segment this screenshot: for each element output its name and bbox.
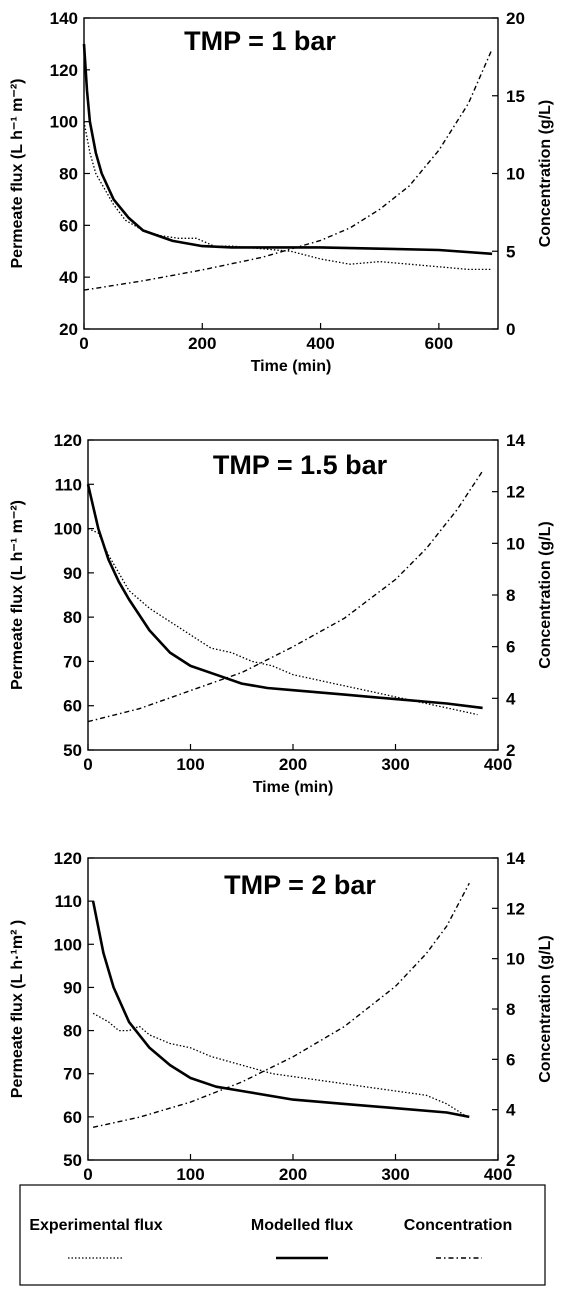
series-line-modelled-flux: [82, 43, 493, 256]
y2-tick-label: 8: [506, 1000, 515, 1019]
x-tick-label: 400: [484, 1165, 512, 1184]
series-line-concentration: [83, 48, 493, 291]
y2-tick-label: 14: [506, 849, 525, 868]
y-tick-label: 70: [63, 1065, 82, 1084]
x-tick-label: 600: [425, 334, 453, 353]
series-line-modelled-flux: [86, 484, 483, 710]
y-tick-label: 100: [50, 113, 78, 132]
x-tick-label: 300: [381, 755, 409, 774]
y2-tick-label: 10: [506, 534, 525, 553]
x-axis-label: Time (min): [251, 358, 332, 375]
legend-label-experimental: Experimental flux: [29, 1217, 162, 1234]
y2-axis-label: Concentration (g/L): [537, 935, 554, 1083]
series-line-experimental-flux: [92, 1012, 468, 1118]
y2-tick-label: 10: [506, 950, 525, 969]
x-tick-label: 400: [306, 334, 334, 353]
series-line-concentration: [92, 882, 470, 1128]
chart-panel-2: 0 100 200 300 400 50 60 70 80 90 100 110 120 2 4 6 8 10 12…: [9, 431, 554, 796]
y-tick-label: 90: [63, 978, 82, 997]
x-tick-label: 400: [484, 755, 512, 774]
series-line-concentration: [87, 470, 484, 723]
y-tick-label: 80: [63, 1022, 82, 1041]
y2-tick-label: 5: [506, 242, 515, 261]
y-tick-label: 80: [59, 165, 78, 184]
x-tick-label: 100: [176, 1165, 204, 1184]
y-tick-label: 20: [59, 320, 78, 339]
y2-tick-label: 12: [506, 899, 525, 918]
y-tick-label: 110: [55, 892, 82, 911]
y-tick-label: 50: [63, 1151, 82, 1170]
y-tick-label: 80: [63, 608, 82, 627]
chart-title: TMP = 2 bar: [224, 870, 376, 900]
x-tick-label: 200: [188, 334, 216, 353]
y2-tick-label: 8: [506, 586, 515, 605]
y-axis-label: Permeate flux (L h·¹m² ): [9, 920, 26, 1098]
y2-tick-label: 15: [506, 87, 525, 106]
y2-tick-label: 14: [506, 431, 525, 450]
chart-panel-3: 0 100 200 300 400 50 60 70 80 90 100 110 120 2 4 6 8 10 12…: [9, 849, 554, 1206]
y-tick-label: 120: [54, 431, 82, 450]
x-tick-label: 100: [176, 755, 204, 774]
chart-panel-1: 0 200 400 600 20 40 60 80 100 120 140 0 5 10 15 20 TMP =…: [9, 9, 554, 375]
y-tick-label: 60: [59, 216, 78, 235]
y2-tick-label: 2: [506, 741, 515, 760]
y2-tick-label: 6: [506, 638, 515, 657]
series-line-experimental-flux: [83, 121, 493, 271]
plot-frame: [87, 857, 499, 1161]
plot-frame: [83, 17, 499, 330]
series-line-experimental-flux: [87, 528, 478, 716]
y2-tick-label: 6: [506, 1050, 515, 1069]
y-tick-label: 100: [54, 935, 82, 954]
y-tick-label: 60: [63, 1108, 82, 1127]
y2-tick-label: 4: [506, 1101, 516, 1120]
x-tick-label: 0: [83, 755, 92, 774]
y-axis-label: Permeate flux (L h⁻¹ m⁻²): [9, 500, 26, 690]
y-tick-label: 120: [50, 61, 78, 80]
y-tick-label: 70: [63, 652, 82, 671]
y2-axis-label: Concentration (g/L): [537, 521, 554, 669]
chart-title: TMP = 1.5 bar: [213, 450, 388, 480]
x-tick-label: 300: [381, 1165, 409, 1184]
x-tick-label: 200: [279, 1165, 307, 1184]
x-tick-label: 200: [279, 755, 307, 774]
y-tick-label: 40: [59, 268, 78, 287]
y-tick-label: 90: [63, 564, 82, 583]
y-tick-label: 110: [55, 475, 82, 494]
y2-tick-label: 12: [506, 483, 525, 502]
y2-tick-label: 2: [506, 1151, 515, 1170]
chart-title: TMP = 1 bar: [184, 26, 336, 56]
series-line-modelled-flux: [91, 900, 470, 1119]
y-axis-label: Permeate flux (L h⁻¹ m⁻²): [9, 79, 26, 269]
y-tick-label: 120: [54, 849, 82, 868]
y-tick-label: 140: [50, 9, 78, 28]
legend-label-concentration: Concentration: [404, 1217, 512, 1234]
y-tick-label: 50: [63, 741, 82, 760]
y2-tick-label: 10: [506, 165, 525, 184]
legend-box: Experimental flux Modelled flux Concentr…: [19, 1184, 546, 1286]
x-tick-label: 0: [79, 334, 88, 353]
x-tick-label: 0: [83, 1165, 92, 1184]
y2-tick-label: 20: [506, 9, 525, 28]
legend-frame: [19, 1184, 546, 1286]
y2-tick-label: 4: [506, 689, 516, 708]
y-tick-label: 60: [63, 697, 82, 716]
legend-label-modelled: Modelled flux: [251, 1217, 353, 1234]
y2-tick-label: 0: [506, 320, 515, 339]
y2-axis-label: Concentration (g/L): [537, 100, 554, 248]
x-axis-label: Time (min): [253, 779, 334, 796]
y-tick-label: 100: [54, 520, 82, 539]
